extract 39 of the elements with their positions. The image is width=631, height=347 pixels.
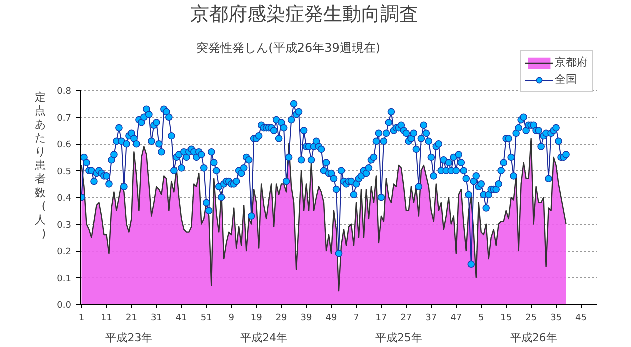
text: 平成24年 xyxy=(240,332,288,344)
legend-label: 全国 xyxy=(555,72,577,87)
x-tick-label: 47 xyxy=(450,314,462,324)
y-tick-label: 0.0 xyxy=(57,301,72,311)
x-tick-label: 37 xyxy=(426,314,438,324)
x-tick-label: 19 xyxy=(250,314,263,324)
y-tick-label: 0.1 xyxy=(57,274,72,284)
y-tick-label: 0.8 xyxy=(57,87,72,98)
text: 定点あたり患者数(人) xyxy=(35,90,46,240)
text: 平成25年 xyxy=(375,332,422,344)
x-tick-label: 15 xyxy=(500,314,512,324)
x-tick-label: 9 xyxy=(228,314,235,324)
legend-label: 京都府 xyxy=(555,55,588,70)
x-tick-label: 5 xyxy=(478,314,484,324)
x-tick-label: 29 xyxy=(276,314,288,324)
y-tick-label: 0.3 xyxy=(57,220,72,231)
y-tick-label: 0.5 xyxy=(57,167,72,178)
y-tick-label: 0.6 xyxy=(57,140,72,151)
x-tick-label: 49 xyxy=(326,314,338,324)
y-tick-label: 0.4 xyxy=(57,194,72,204)
x-tick-label: 1 xyxy=(78,314,85,324)
x-tick-label: 31 xyxy=(150,314,162,324)
x-tick-label: 25 xyxy=(526,314,538,324)
x-tick-label: 11 xyxy=(101,314,112,324)
x-tick-label: 27 xyxy=(400,314,412,324)
x-tick-label: 39 xyxy=(300,314,313,324)
x-tick-label: 17 xyxy=(376,314,388,324)
x-tick-label: 7 xyxy=(354,314,360,324)
chart-subtitle: 突発性発しん(平成26年39週現在) xyxy=(196,40,381,55)
text: 平成26年 xyxy=(510,332,558,344)
x-tick-label: 41 xyxy=(176,314,188,324)
x-tick-label: 21 xyxy=(126,314,138,324)
x-tick-label: 45 xyxy=(576,314,587,324)
y-tick-label: 0.7 xyxy=(57,114,72,124)
text: 平成23年 xyxy=(106,332,153,344)
y-tick-label: 0.2 xyxy=(57,248,72,258)
x-tick-label: 35 xyxy=(550,314,562,324)
x-tick-label: 51 xyxy=(200,314,212,324)
chart-title: 京都府感染症発生動向調査 xyxy=(190,4,418,26)
